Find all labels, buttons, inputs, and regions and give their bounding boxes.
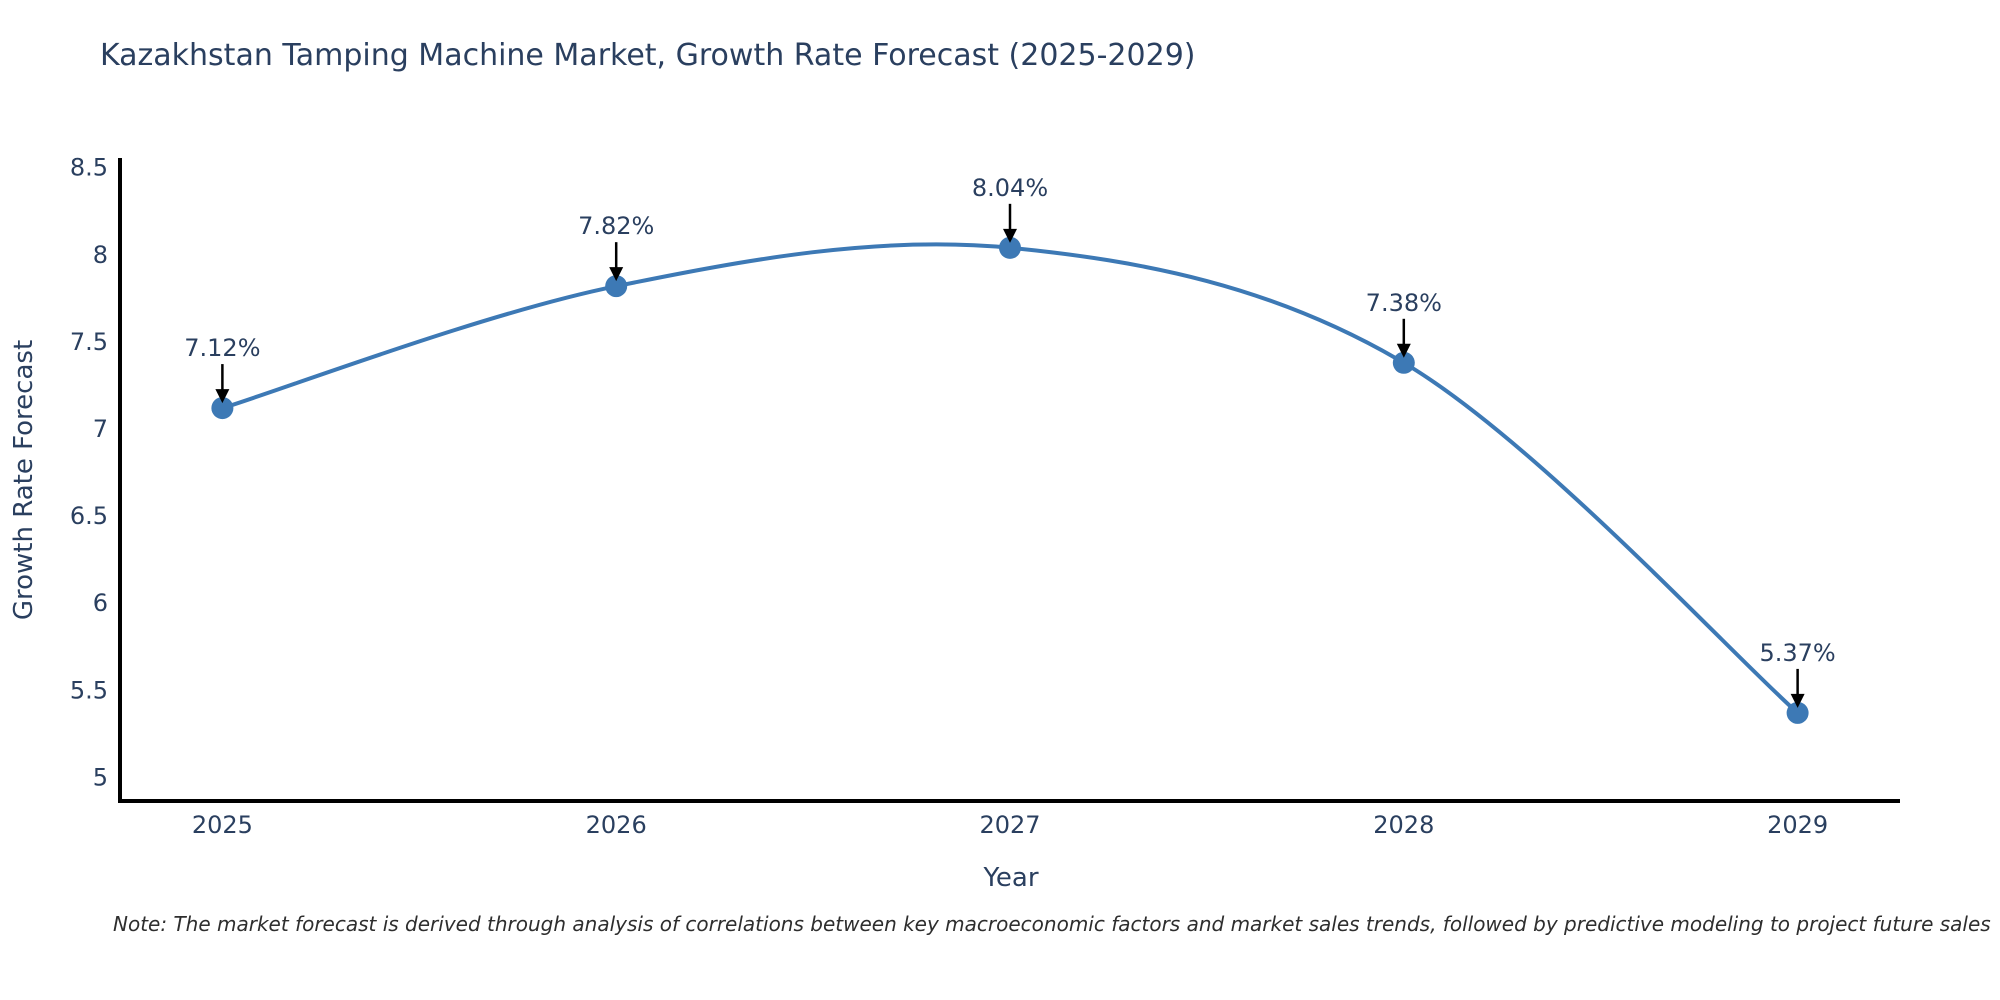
- data-point-marker: [1392, 351, 1415, 374]
- y-tick-label: 7: [93, 415, 108, 443]
- plot-generated-content: 5 5.5 6 6.5 7 7.5 8 8.5 2025 2026 2027 2028 2029 7.12…: [70, 154, 1900, 839]
- data-point-label: 7.12%: [184, 334, 260, 362]
- annotation-arrow-head: [609, 267, 624, 282]
- annotation-arrow-head: [1396, 343, 1411, 358]
- y-tick-label: 8.5: [70, 154, 108, 182]
- x-tick-label: 2028: [1373, 811, 1434, 839]
- data-point-marker: [211, 397, 234, 420]
- chart-title: Kazakhstan Tamping Machine Market, Growt…: [100, 38, 1196, 73]
- y-tick-label: 6: [93, 589, 108, 617]
- x-tick-label: 2026: [586, 811, 647, 839]
- y-axis-title: Growth Rate Forecast: [9, 340, 39, 620]
- x-tick-label: 2025: [192, 811, 253, 839]
- x-axis-title: Year: [982, 863, 1038, 893]
- y-tick-label: 7.5: [70, 328, 108, 356]
- annotation-arrow-head: [1790, 693, 1805, 708]
- data-point-marker: [1786, 701, 1809, 724]
- x-tick-label: 2029: [1767, 811, 1828, 839]
- data-point-label: 5.37%: [1759, 639, 1835, 667]
- forecast-line: [220, 242, 1800, 715]
- annotation-arrow-head: [215, 389, 230, 404]
- y-tick-label: 8: [93, 241, 108, 269]
- y-tick-label: 6.5: [70, 502, 108, 530]
- annotation-arrow-head: [1003, 228, 1017, 243]
- y-tick-label: 5.5: [70, 676, 108, 704]
- data-point-label: 7.38%: [1366, 289, 1442, 317]
- data-point-label: 7.82%: [578, 212, 654, 240]
- data-point-label: 8.04%: [972, 174, 1048, 202]
- footnote: Note: The market forecast is derived thr…: [113, 912, 1991, 936]
- data-point-marker: [605, 275, 628, 298]
- y-tick-label: 5: [93, 763, 108, 791]
- x-tick-label: 2027: [979, 811, 1040, 839]
- data-point-marker: [999, 236, 1021, 259]
